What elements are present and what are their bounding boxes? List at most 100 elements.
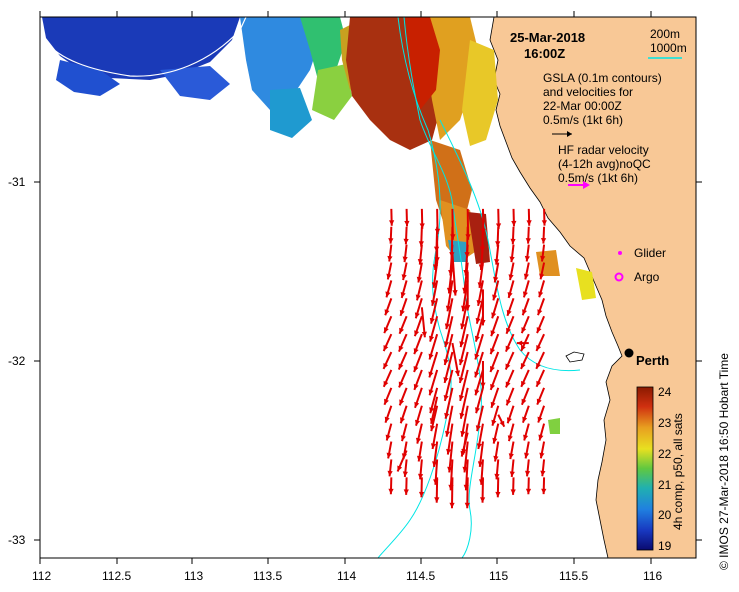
current-vector-head <box>476 443 482 449</box>
current-vector-head <box>458 359 464 366</box>
current-vector-head <box>449 502 455 509</box>
perth-marker <box>624 348 634 358</box>
current-vector-head <box>414 312 420 319</box>
current-vector-head <box>417 473 424 480</box>
current-vector-head <box>401 274 407 281</box>
glider-label: Glider <box>634 246 666 260</box>
current-vector-head <box>523 434 529 441</box>
current-vector-head <box>384 416 390 423</box>
current-vector <box>451 342 460 377</box>
current-vector-head <box>475 317 481 324</box>
current-vector-head <box>525 488 532 495</box>
current-vector-head <box>384 398 389 405</box>
sst-patches <box>42 17 596 434</box>
perth-label: Perth <box>636 353 669 368</box>
current-vector-head <box>506 417 512 424</box>
current-vector-head <box>383 380 389 387</box>
current-vector-head <box>399 327 404 334</box>
current-vector-head <box>385 291 391 298</box>
current-vector-head <box>505 363 511 370</box>
argo-label: Argo <box>634 270 660 284</box>
gsla-contour <box>43 16 247 77</box>
current-vector-head <box>397 465 403 472</box>
gsla-line-1: GSLA (0.1m contours) <box>543 71 662 85</box>
current-vector-head <box>505 381 511 388</box>
svg-text:22: 22 <box>658 447 672 461</box>
map-time: 16:00Z <box>524 46 565 61</box>
current-vector-head <box>454 370 461 377</box>
current-vector-head <box>541 220 547 226</box>
current-vector-head <box>444 341 450 348</box>
x-tick-112: 112 <box>32 569 51 583</box>
current-vector-head <box>461 305 467 312</box>
x-tick-113: 113 <box>184 569 203 583</box>
current-vector-head <box>386 273 392 280</box>
current-vector-head <box>492 294 498 301</box>
current-vector-head <box>521 327 527 334</box>
current-vector-head <box>402 256 408 263</box>
current-vector-head <box>387 255 393 262</box>
current-vector-head <box>444 323 450 330</box>
current-vector-head <box>536 344 542 351</box>
current-vector-head <box>413 366 419 372</box>
current-vector-head <box>398 345 404 352</box>
current-vector-head <box>398 363 404 370</box>
x-tick-115-5: 115.5 <box>559 569 588 583</box>
current-vector-head <box>516 340 523 346</box>
current-vector-head <box>510 238 516 245</box>
current-vector-head <box>445 305 451 312</box>
current-vector-head <box>474 335 480 342</box>
current-vector-head <box>540 238 547 244</box>
current-vector-head <box>418 491 425 498</box>
current-vector-head <box>452 290 458 296</box>
current-vector-head <box>399 417 405 424</box>
y-tick-33: -33 <box>8 533 26 547</box>
current-vector-head <box>413 348 419 355</box>
current-vectors <box>382 208 547 509</box>
current-vector-head <box>494 473 500 480</box>
x-tick-112-5: 112.5 <box>102 569 131 583</box>
current-vector-head <box>417 258 423 265</box>
plot-frame <box>39 16 697 559</box>
current-vector-head <box>443 394 449 401</box>
x-tick-116: 116 <box>643 569 662 583</box>
current-vector-head <box>490 401 496 408</box>
current-vector-head <box>428 371 434 378</box>
current-vector-head <box>490 348 495 355</box>
current-vector-head <box>474 353 480 360</box>
current-vector-head <box>474 407 481 414</box>
current-vector-head <box>536 362 541 369</box>
svg-text:24: 24 <box>658 385 672 399</box>
current-vector-head <box>383 345 389 352</box>
current-vector-head <box>506 309 512 316</box>
current-vector-head <box>459 341 465 348</box>
current-vector-head <box>464 502 470 509</box>
gsla-line-4: 0.5m/s (1kt 6h) <box>543 113 623 127</box>
current-vector-head <box>540 470 546 477</box>
svg-text:20: 20 <box>658 508 672 522</box>
current-vector-head <box>428 353 434 360</box>
svg-text:19: 19 <box>658 539 672 553</box>
colorbar <box>636 386 654 551</box>
contour-200m-label: 200m <box>650 27 680 41</box>
current-vector-head <box>536 327 542 334</box>
current-vector-head <box>444 412 450 419</box>
hf-line-3: 0.5m/s (1kt 6h) <box>558 171 638 185</box>
current-vector-head <box>523 273 529 280</box>
hf-scale-arrowhead <box>583 181 590 189</box>
current-vector-head <box>492 437 498 444</box>
current-vector-head <box>538 434 544 441</box>
current-vector-head <box>499 420 505 427</box>
current-vector-head <box>521 380 526 387</box>
current-vector-head <box>489 366 495 372</box>
current-vector-head <box>458 394 464 401</box>
current-vector-head <box>507 435 513 442</box>
current-vector-head <box>387 470 393 477</box>
current-vector-head <box>536 380 542 387</box>
current-vector-head <box>480 382 486 388</box>
x-tick-113-5: 113.5 <box>253 569 282 583</box>
x-tick-115: 115 <box>489 569 508 583</box>
current-vector-head <box>400 292 406 298</box>
current-vector-head <box>491 312 497 319</box>
